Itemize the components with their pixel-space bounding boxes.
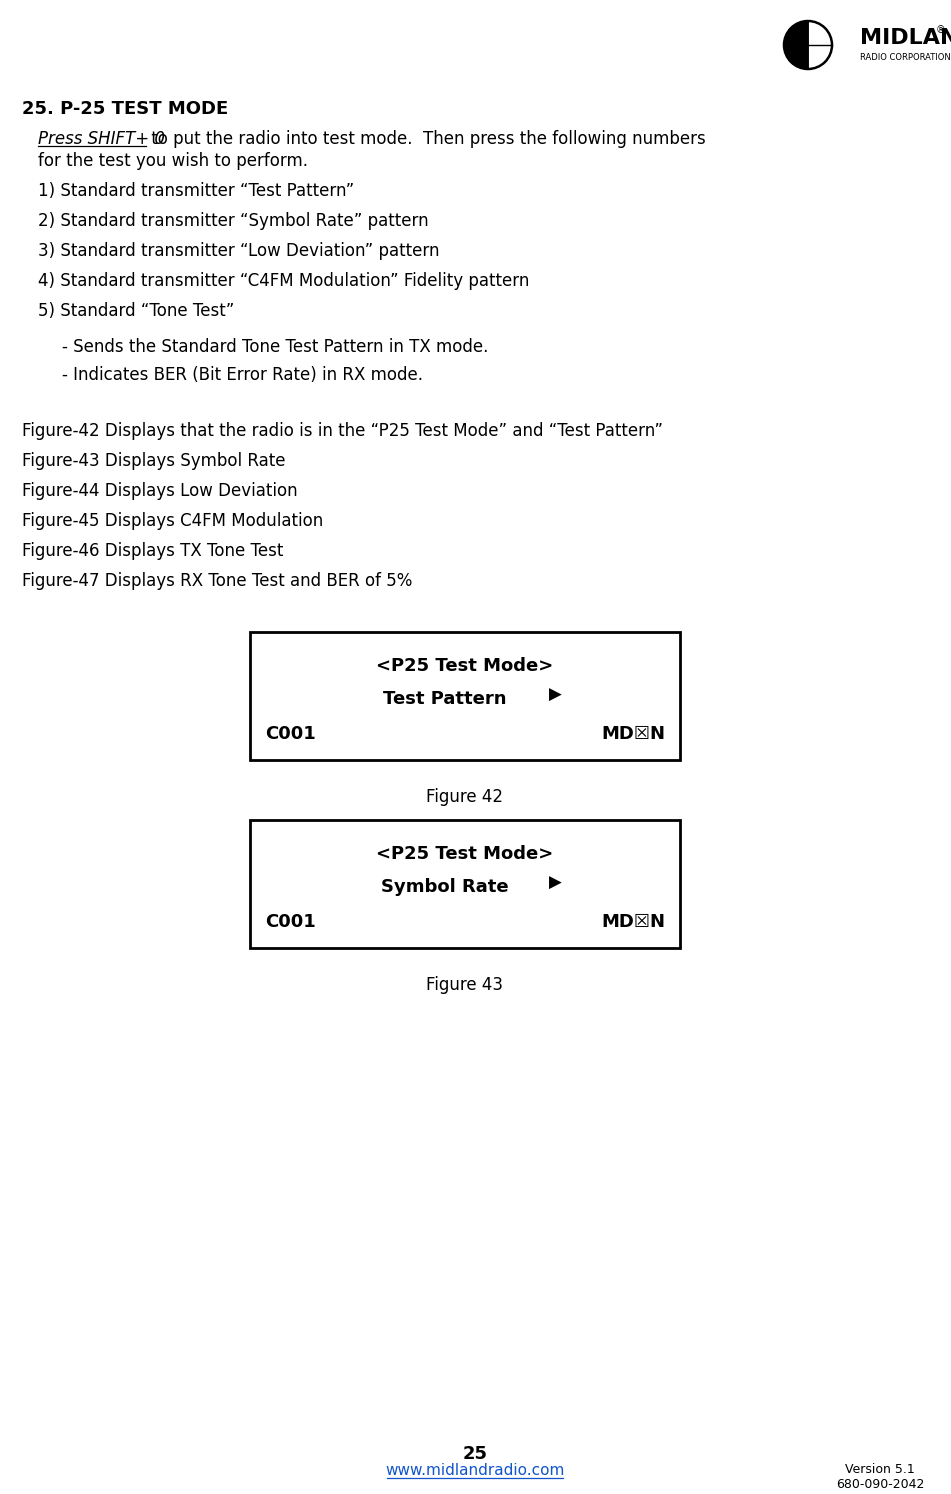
Text: 3) Standard transmitter “Low Deviation” pattern: 3) Standard transmitter “Low Deviation” …: [38, 242, 439, 260]
Wedge shape: [784, 21, 808, 69]
Text: ®: ®: [936, 25, 945, 34]
Text: <P25 Test Mode>: <P25 Test Mode>: [377, 846, 553, 864]
Text: MD☒N: MD☒N: [601, 913, 665, 931]
Text: to put the radio into test mode.  Then press the following numbers: to put the radio into test mode. Then pr…: [146, 130, 706, 148]
Text: Figure 43: Figure 43: [426, 976, 503, 994]
Text: C001: C001: [265, 725, 316, 743]
Text: <P25 Test Mode>: <P25 Test Mode>: [377, 657, 553, 675]
Text: Figure 42: Figure 42: [426, 787, 503, 805]
Text: www.midlandradio.com: www.midlandradio.com: [385, 1463, 565, 1478]
Text: 680-090-2042: 680-090-2042: [836, 1478, 924, 1491]
Text: 25. P-25 TEST MODE: 25. P-25 TEST MODE: [22, 100, 228, 118]
Text: Figure-44 Displays Low Deviation: Figure-44 Displays Low Deviation: [22, 483, 298, 500]
Text: Figure-47 Displays RX Tone Test and BER of 5%: Figure-47 Displays RX Tone Test and BER …: [22, 572, 413, 590]
Text: Figure-43 Displays Symbol Rate: Figure-43 Displays Symbol Rate: [22, 453, 285, 471]
Text: RADIO CORPORATION: RADIO CORPORATION: [860, 54, 951, 63]
Text: Figure-46 Displays TX Tone Test: Figure-46 Displays TX Tone Test: [22, 542, 283, 560]
Text: Press SHIFT+ 0: Press SHIFT+ 0: [38, 130, 165, 148]
Text: - Indicates BER (Bit Error Rate) in RX mode.: - Indicates BER (Bit Error Rate) in RX m…: [62, 366, 423, 384]
Text: ▶: ▶: [549, 686, 561, 704]
FancyBboxPatch shape: [250, 820, 680, 949]
Text: for the test you wish to perform.: for the test you wish to perform.: [38, 152, 308, 170]
Text: - Sends the Standard Tone Test Pattern in TX mode.: - Sends the Standard Tone Test Pattern i…: [62, 338, 489, 356]
Text: 4) Standard transmitter “C4FM Modulation” Fidelity pattern: 4) Standard transmitter “C4FM Modulation…: [38, 272, 530, 290]
Text: Figure-42 Displays that the radio is in the “P25 Test Mode” and “Test Pattern”: Figure-42 Displays that the radio is in …: [22, 421, 663, 441]
Text: 2) Standard transmitter “Symbol Rate” pattern: 2) Standard transmitter “Symbol Rate” pa…: [38, 212, 429, 230]
Text: 1) Standard transmitter “Test Pattern”: 1) Standard transmitter “Test Pattern”: [38, 182, 355, 200]
Text: ▶: ▶: [549, 874, 561, 892]
FancyBboxPatch shape: [250, 632, 680, 760]
Text: 5) Standard “Tone Test”: 5) Standard “Tone Test”: [38, 302, 234, 320]
Text: Version 5.1: Version 5.1: [845, 1463, 915, 1476]
Text: Figure-45 Displays C4FM Modulation: Figure-45 Displays C4FM Modulation: [22, 512, 323, 530]
Text: MD☒N: MD☒N: [601, 725, 665, 743]
Text: MIDLAND: MIDLAND: [860, 28, 951, 48]
Text: Symbol Rate: Symbol Rate: [381, 878, 509, 896]
Text: 25: 25: [462, 1445, 488, 1463]
Text: Test Pattern: Test Pattern: [383, 690, 507, 708]
Text: C001: C001: [265, 913, 316, 931]
